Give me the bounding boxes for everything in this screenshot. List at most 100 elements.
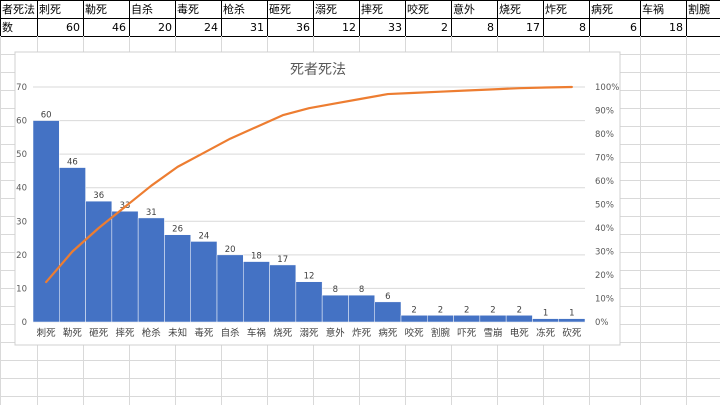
- bar[interactable]: [348, 294, 375, 323]
- data-label: 2: [438, 305, 443, 315]
- cell[interactable]: 8: [487, 21, 494, 34]
- cell[interactable]: 烧死: [499, 3, 521, 16]
- x-tick-label: 咬死: [405, 327, 425, 339]
- y-tick-label: 50: [16, 150, 27, 160]
- y2-tick-label: 50%: [595, 201, 614, 211]
- bar[interactable]: [137, 217, 165, 323]
- y2-axis-labels: 0% 10% 20% 30% 40% 50% 60% 70% 80% 90% 100%: [595, 83, 619, 328]
- y2-tick-label: 60%: [595, 177, 614, 187]
- cell[interactable]: 溺死: [315, 3, 337, 16]
- cell[interactable]: 枪杀: [223, 2, 245, 16]
- x-tick-label: 吓死: [457, 328, 477, 339]
- cell[interactable]: 勒死: [85, 3, 107, 16]
- bar[interactable]: [532, 318, 559, 323]
- data-label: 8: [359, 285, 364, 295]
- cell[interactable]: 33: [388, 21, 402, 34]
- cell[interactable]: 20: [158, 21, 172, 34]
- bar[interactable]: [295, 281, 323, 323]
- cell[interactable]: 数: [2, 21, 13, 34]
- cell[interactable]: 31: [250, 21, 264, 34]
- cell[interactable]: 割腕: [688, 2, 710, 16]
- y-tick-label: 10: [16, 284, 27, 294]
- y-tick-label: 70: [16, 83, 27, 93]
- sheet-cells: 者死法 刺死 勒死 自杀 毒死 枪杀 砸死 溺死 摔死 咬死 意外 烧死 炸死 病死 车祸 割腕数 60 46 20…: [2, 2, 710, 34]
- data-label: 36: [93, 191, 104, 201]
- cell[interactable]: 砸死: [269, 3, 291, 16]
- bar[interactable]: [243, 261, 270, 323]
- y2-tick-label: 70%: [595, 154, 614, 164]
- bar[interactable]: [164, 234, 191, 323]
- cell[interactable]: 46: [112, 21, 126, 34]
- y-tick-label: 20: [16, 251, 27, 261]
- y2-tick-label: 20%: [595, 271, 614, 281]
- cell[interactable]: 2: [441, 21, 448, 34]
- cell[interactable]: 12: [342, 21, 356, 34]
- chart-title: 死者死法: [290, 62, 346, 78]
- cell[interactable]: 18: [669, 21, 683, 34]
- data-label: 60: [41, 111, 52, 121]
- data-label: 2: [517, 305, 522, 315]
- cell[interactable]: 24: [204, 21, 218, 34]
- bar[interactable]: [216, 254, 244, 323]
- data-label: 26: [172, 225, 183, 235]
- x-tick-label: 勒死: [63, 327, 83, 339]
- data-label: 8: [333, 285, 338, 295]
- bar[interactable]: [427, 315, 454, 323]
- cell[interactable]: 毒死: [177, 3, 199, 16]
- x-tick-label: 电死: [510, 327, 530, 339]
- x-tick-label: 溺死: [299, 328, 319, 339]
- cumulative-line[interactable]: [45, 85, 573, 284]
- bar[interactable]: [321, 294, 349, 323]
- x-axis-labels: 刺死 勒死 砸死 摔死 枪杀 未知 毒死 自杀 车祸 烧死 溺死 意外 炸死 病死 咬死 割腕 吓死 雪崩 电死 冻死…: [37, 327, 582, 339]
- cell[interactable]: 炸死: [545, 3, 567, 16]
- x-tick-label: 摔死: [115, 327, 135, 339]
- cell[interactable]: 8: [579, 21, 586, 34]
- data-label: 24: [198, 231, 209, 241]
- x-tick-label: 刺死: [37, 328, 57, 339]
- y2-tick-label: 90%: [595, 107, 614, 117]
- bar[interactable]: [453, 315, 481, 323]
- x-tick-label: 车祸: [247, 327, 266, 339]
- cumulative-line-series[interactable]: [45, 85, 573, 284]
- x-tick-label: 烧死: [273, 327, 293, 339]
- cell[interactable]: 摔死: [361, 2, 383, 16]
- cell[interactable]: 者死法: [2, 2, 35, 16]
- x-tick-label: 砍死: [562, 327, 582, 339]
- cell[interactable]: 咬死: [407, 2, 429, 16]
- bar[interactable]: [479, 315, 507, 323]
- cell[interactable]: 6: [630, 21, 637, 34]
- bar[interactable]: [111, 210, 139, 323]
- x-tick-label: 雪崩: [483, 327, 502, 339]
- x-tick-label: 冻死: [536, 327, 556, 339]
- bar[interactable]: [269, 264, 297, 323]
- bar[interactable]: [374, 301, 402, 323]
- bar-series[interactable]: [32, 120, 586, 323]
- y2-tick-label: 100%: [595, 83, 619, 93]
- cell[interactable]: 36: [296, 21, 310, 34]
- cell[interactable]: 17: [526, 21, 540, 34]
- bar[interactable]: [400, 315, 428, 323]
- cell[interactable]: 车祸: [642, 2, 664, 16]
- y2-tick-label: 80%: [595, 130, 614, 140]
- data-label: 20: [225, 245, 236, 255]
- bar[interactable]: [505, 315, 533, 323]
- bar[interactable]: [32, 120, 60, 323]
- cell[interactable]: 自杀: [131, 2, 153, 16]
- cell[interactable]: 刺死: [39, 3, 61, 16]
- x-tick-label: 砸死: [89, 328, 109, 339]
- data-label: 18: [251, 252, 262, 262]
- data-label: 2: [411, 305, 416, 315]
- y2-tick-label: 0%: [595, 318, 609, 328]
- y-tick-label: 0: [22, 318, 27, 328]
- bar[interactable]: [190, 241, 218, 323]
- bar[interactable]: [59, 167, 86, 323]
- cell[interactable]: 意外: [453, 2, 475, 16]
- cell[interactable]: 60: [66, 21, 80, 34]
- x-tick-label: 毒死: [194, 327, 214, 339]
- cell[interactable]: 病死: [591, 2, 613, 16]
- y-tick-label: 60: [16, 117, 27, 127]
- x-tick-label: 割腕: [431, 327, 451, 339]
- x-tick-label: 炸死: [352, 327, 372, 339]
- bar[interactable]: [558, 318, 586, 323]
